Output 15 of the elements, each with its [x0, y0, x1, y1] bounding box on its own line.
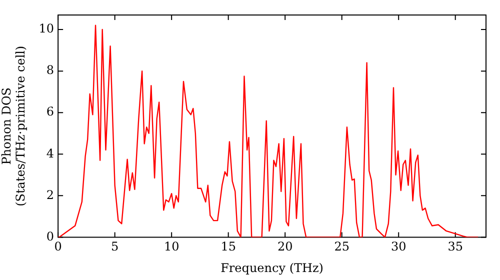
- y-tick-label: 10: [38, 22, 54, 36]
- x-tick-label: 35: [448, 240, 463, 254]
- x-tick-label: 30: [390, 240, 406, 254]
- x-tick-label: 20: [277, 240, 293, 254]
- y-tick-label: 0: [46, 229, 54, 244]
- x-tick-label: 10: [164, 240, 180, 254]
- x-tick-label: 25: [334, 240, 350, 254]
- y-axis-title: Phonon DOS (States/THz·primitive cell): [0, 46, 28, 206]
- y-tick-label: 2: [46, 188, 54, 202]
- x-tick-label: 5: [111, 240, 119, 254]
- y-tick-label: 6: [46, 104, 54, 119]
- y-tick-label: 4: [46, 146, 54, 160]
- y-tick-label: 8: [46, 63, 54, 78]
- x-axis-title: Frequency (THz): [220, 260, 324, 275]
- x-tick-label: 15: [220, 240, 236, 254]
